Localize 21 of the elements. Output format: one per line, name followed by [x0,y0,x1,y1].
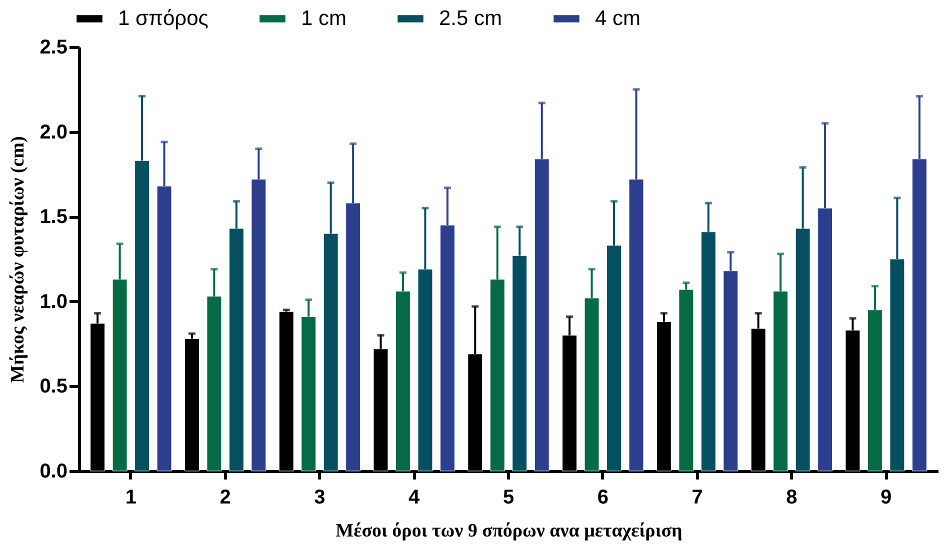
legend-label: 4 cm [595,6,641,30]
y-tick-label: 2.5 [40,36,68,58]
legend-label: 2.5 cm [439,6,502,30]
y-tick-label: 2.0 [40,121,68,144]
x-tick-label: 8 [786,486,798,508]
y-tick-label: 0.0 [40,460,68,482]
y-tick-label: 0.5 [40,376,68,398]
x-axis-title: Μέσοι όροι των 9 σπόρων ανα μεταχείριση [336,520,682,542]
x-tick-label: 4 [408,486,421,508]
x-tick-label: 7 [692,486,703,508]
y-axis-title: Μήκος νεαρών φυταρίων (cm) [8,136,29,383]
x-tick-label: 1 [125,486,136,508]
x-tick-label: 5 [502,486,514,508]
y-tick-label: 1.5 [40,206,68,228]
legend-label: 1 σπόρος [118,6,208,30]
x-tick-label: 2 [220,486,231,508]
y-tick-label: 1.0 [40,290,68,313]
x-tick-label: 6 [597,486,608,508]
x-tick-label: 3 [314,486,326,508]
legend-label: 1 cm [301,6,347,30]
x-tick-label: 9 [880,486,892,508]
